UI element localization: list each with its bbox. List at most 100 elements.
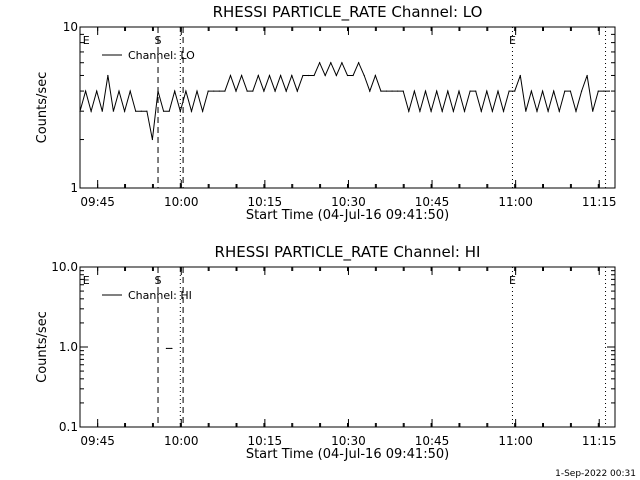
data-point bbox=[508, 90, 510, 92]
data-point bbox=[174, 90, 176, 92]
x-axis-label: Start Time (04-Jul-16 09:41:50) bbox=[246, 208, 449, 223]
x-tick-label: 10:30 bbox=[331, 434, 366, 448]
x-tick-label: 11:15 bbox=[582, 195, 617, 209]
series-line bbox=[79, 61, 610, 140]
data-point bbox=[436, 90, 438, 92]
timestamp: 1-Sep-2022 00:31 bbox=[555, 469, 636, 479]
data-point bbox=[358, 62, 360, 64]
data-point bbox=[207, 90, 209, 92]
data-point bbox=[374, 74, 376, 77]
data-point bbox=[452, 110, 454, 112]
data-point bbox=[575, 110, 577, 112]
data-point bbox=[413, 90, 415, 92]
y-axis-label: Counts/sec bbox=[35, 311, 50, 383]
legend-label: Channel: LO bbox=[128, 49, 195, 62]
data-point bbox=[369, 90, 371, 92]
data-point bbox=[424, 90, 427, 92]
data-point bbox=[319, 62, 321, 64]
data-point bbox=[441, 110, 443, 112]
data-point bbox=[497, 90, 499, 92]
data-point bbox=[335, 74, 337, 77]
data-point bbox=[391, 90, 393, 92]
data-point bbox=[541, 90, 544, 92]
data-point bbox=[603, 90, 605, 92]
data-point bbox=[135, 110, 137, 112]
y-axis-label: Counts/sec bbox=[35, 72, 50, 144]
data-point bbox=[463, 110, 466, 112]
data-point bbox=[547, 110, 549, 112]
x-tick-label: 10:45 bbox=[415, 195, 450, 209]
data-point bbox=[592, 110, 594, 112]
data-point bbox=[475, 90, 477, 92]
data-point bbox=[307, 74, 310, 77]
data-point bbox=[447, 90, 449, 92]
data-point bbox=[146, 110, 148, 112]
data-point bbox=[90, 110, 92, 112]
data-point bbox=[140, 110, 142, 112]
data-point bbox=[84, 90, 87, 92]
data-point bbox=[218, 90, 220, 92]
data-point bbox=[608, 90, 611, 92]
event-marker-label: E bbox=[509, 34, 516, 47]
x-tick-label: 10:15 bbox=[248, 195, 283, 209]
data-point bbox=[530, 90, 533, 92]
y-tick-label: 10.0 bbox=[51, 260, 78, 274]
data-point bbox=[165, 347, 167, 350]
data-point bbox=[346, 74, 349, 77]
event-marker-label: E bbox=[509, 274, 516, 287]
data-point bbox=[330, 62, 332, 64]
data-point bbox=[246, 90, 248, 92]
data-point bbox=[480, 110, 482, 112]
data-point bbox=[502, 110, 505, 112]
data-point bbox=[107, 74, 109, 77]
data-point bbox=[296, 90, 298, 92]
data-point bbox=[280, 74, 282, 77]
event-marker-label: E bbox=[83, 34, 90, 47]
data-point bbox=[263, 90, 265, 92]
x-tick-label: 10:30 bbox=[331, 195, 366, 209]
data-point bbox=[168, 110, 170, 112]
legend-label: Channel: HI bbox=[128, 289, 192, 302]
x-tick-label: 09:45 bbox=[80, 434, 115, 448]
chart-title: RHESSI PARTICLE_RATE Channel: HI bbox=[215, 243, 481, 262]
data-point bbox=[241, 74, 243, 77]
event-marker-label: S bbox=[155, 34, 162, 47]
data-point bbox=[157, 90, 159, 92]
data-point bbox=[171, 347, 173, 350]
data-point bbox=[408, 110, 410, 112]
chart-title: RHESSI PARTICLE_RATE Channel: LO bbox=[213, 3, 483, 22]
data-point bbox=[162, 110, 165, 112]
data-point bbox=[252, 90, 254, 92]
data-point bbox=[79, 110, 81, 112]
data-point bbox=[380, 90, 382, 92]
event-marker-label: S bbox=[155, 274, 162, 287]
y-tick-label: 1.0 bbox=[59, 340, 78, 354]
x-tick-label: 11:00 bbox=[498, 434, 533, 448]
data-point bbox=[118, 90, 120, 92]
data-point bbox=[313, 74, 315, 77]
x-tick-label: 09:45 bbox=[80, 195, 115, 209]
data-point bbox=[397, 90, 399, 92]
data-point bbox=[430, 110, 432, 112]
data-point bbox=[202, 110, 204, 112]
data-point bbox=[96, 90, 98, 92]
data-point bbox=[458, 90, 460, 92]
y-tick-label: 1 bbox=[70, 181, 78, 195]
data-point bbox=[235, 90, 237, 92]
data-point bbox=[224, 90, 226, 92]
data-point bbox=[257, 74, 259, 77]
data-point bbox=[536, 110, 538, 112]
data-point bbox=[469, 90, 471, 92]
data-point bbox=[514, 90, 516, 92]
data-point bbox=[291, 74, 293, 77]
y-tick-label: 10 bbox=[63, 20, 78, 34]
data-point bbox=[385, 90, 388, 92]
data-point bbox=[586, 74, 588, 77]
data-point bbox=[274, 90, 276, 92]
x-tick-label: 10:15 bbox=[248, 434, 283, 448]
data-point bbox=[179, 110, 181, 112]
data-point bbox=[302, 74, 304, 77]
data-point bbox=[268, 74, 271, 77]
